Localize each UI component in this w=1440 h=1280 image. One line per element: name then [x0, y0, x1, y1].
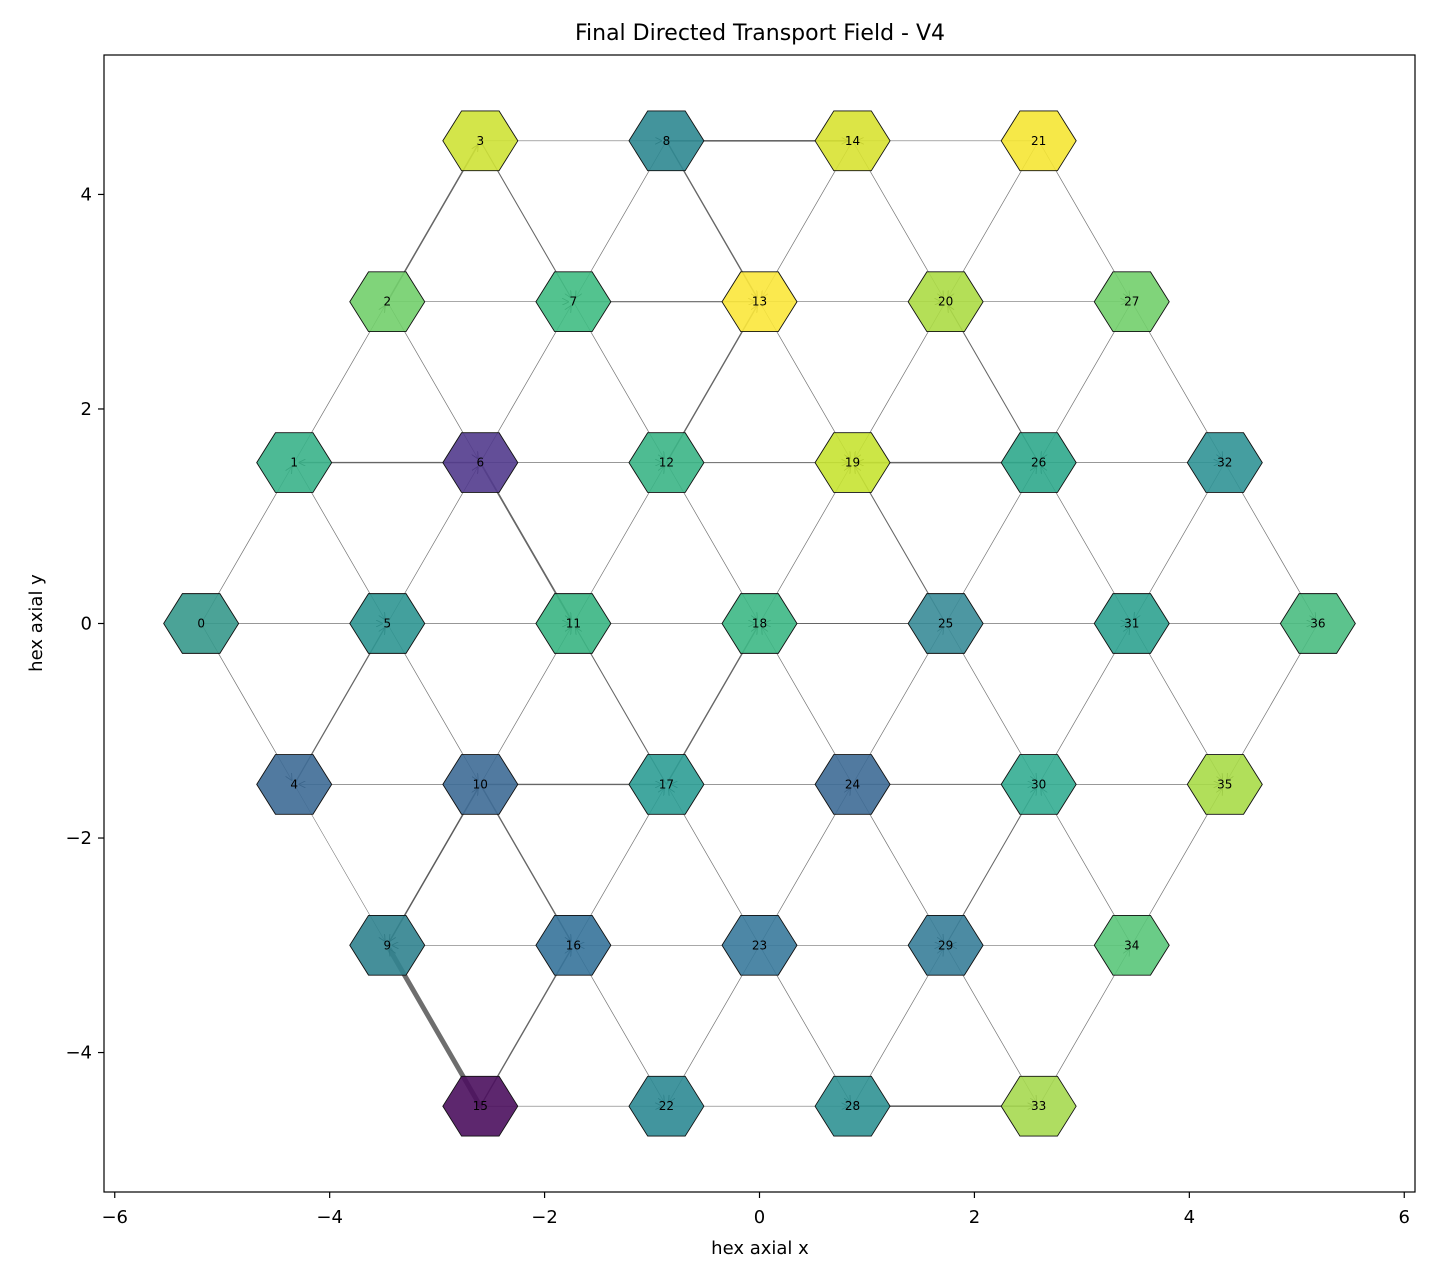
- hex-node-5: [349, 593, 426, 654]
- hex-node-27: [1093, 271, 1170, 333]
- x-tick-label: −2: [531, 1207, 558, 1228]
- node-label-27: 27: [1124, 295, 1139, 309]
- hex-node-1: [256, 432, 333, 493]
- x-tick-label: −4: [316, 1207, 343, 1228]
- node-label-30: 30: [1031, 777, 1046, 791]
- x-axis: −6 −4 −2 0 2 4 6: [101, 1192, 1410, 1228]
- node-label-21: 21: [1031, 134, 1046, 148]
- hex-node-13: [721, 271, 798, 333]
- node-label-3: 3: [477, 134, 485, 148]
- hex-node-35: [1186, 754, 1263, 815]
- hex-node-33: [1000, 1075, 1077, 1137]
- node-label-7: 7: [570, 295, 578, 309]
- x-tick-label: 2: [969, 1207, 980, 1228]
- node-label-22: 22: [659, 1099, 674, 1113]
- node-label-14: 14: [845, 134, 860, 148]
- x-tick-label: 0: [754, 1207, 765, 1228]
- plot-area: 0123456789101112131415161718192021222324…: [163, 110, 1356, 1137]
- node-label-35: 35: [1217, 777, 1232, 791]
- chart-title: Final Directed Transport Field - V4: [575, 21, 945, 46]
- node-label-24: 24: [845, 777, 860, 791]
- y-axis-label: hex axial y: [26, 574, 47, 672]
- hex-node-8: [628, 110, 705, 172]
- nodes-layer: 0123456789101112131415161718192021222324…: [163, 110, 1356, 1137]
- hex-node-10: [442, 754, 519, 815]
- node-label-34: 34: [1124, 938, 1139, 952]
- y-axis: −4 −2 0 2 4: [65, 184, 104, 1064]
- x-tick-label: 4: [1184, 1207, 1195, 1228]
- node-label-5: 5: [383, 617, 391, 631]
- node-label-32: 32: [1217, 456, 1232, 470]
- node-label-19: 19: [845, 456, 860, 470]
- hex-node-25: [907, 593, 984, 654]
- hex-node-21: [1000, 110, 1077, 172]
- hex-node-20: [907, 271, 984, 333]
- x-tick-label: −6: [101, 1207, 128, 1228]
- hex-node-23: [721, 914, 798, 976]
- node-label-12: 12: [659, 456, 674, 470]
- hex-node-26: [1000, 432, 1077, 493]
- hex-node-24: [814, 754, 891, 815]
- hex-node-34: [1093, 914, 1170, 976]
- hex-node-7: [535, 271, 612, 333]
- hex-node-11: [535, 593, 612, 654]
- node-label-25: 25: [938, 617, 953, 631]
- node-label-20: 20: [938, 295, 953, 309]
- node-label-6: 6: [477, 456, 485, 470]
- hex-node-29: [907, 914, 984, 976]
- node-label-29: 29: [938, 938, 953, 952]
- node-label-13: 13: [752, 295, 767, 309]
- hex-node-4: [256, 754, 333, 815]
- node-label-0: 0: [197, 617, 205, 631]
- hex-node-28: [814, 1075, 891, 1137]
- node-label-2: 2: [383, 295, 391, 309]
- hex-node-6: [442, 432, 519, 493]
- node-label-26: 26: [1031, 456, 1046, 470]
- y-tick-label: −4: [65, 1043, 92, 1064]
- y-tick-label: −2: [65, 828, 92, 849]
- y-tick-label: 0: [81, 614, 92, 635]
- hex-node-15: [442, 1075, 519, 1137]
- hex-node-17: [628, 754, 705, 815]
- node-label-28: 28: [845, 1099, 860, 1113]
- node-label-8: 8: [663, 134, 671, 148]
- node-label-9: 9: [383, 938, 391, 952]
- hex-node-3: [442, 110, 519, 172]
- node-label-10: 10: [473, 777, 488, 791]
- hex-node-30: [1000, 754, 1077, 815]
- hex-node-2: [349, 271, 426, 333]
- node-label-15: 15: [473, 1099, 488, 1113]
- node-label-31: 31: [1124, 617, 1139, 631]
- hex-node-16: [535, 914, 612, 976]
- node-label-18: 18: [752, 617, 767, 631]
- hex-node-32: [1186, 432, 1263, 493]
- node-label-1: 1: [290, 456, 298, 470]
- node-label-16: 16: [566, 938, 581, 952]
- node-label-36: 36: [1310, 617, 1325, 631]
- hex-node-31: [1093, 593, 1170, 654]
- hex-node-18: [721, 593, 798, 654]
- node-label-23: 23: [752, 938, 767, 952]
- y-tick-label: 2: [81, 399, 92, 420]
- hex-node-0: [163, 593, 240, 654]
- hex-node-12: [628, 432, 705, 493]
- y-tick-label: 4: [81, 184, 92, 205]
- hex-node-36: [1279, 593, 1356, 654]
- x-tick-label: 6: [1399, 1207, 1410, 1228]
- node-label-17: 17: [659, 777, 674, 791]
- hex-node-22: [628, 1075, 705, 1137]
- node-label-11: 11: [566, 617, 581, 631]
- hex-node-19: [814, 432, 891, 493]
- hex-node-9: [349, 914, 426, 976]
- hex-node-14: [814, 110, 891, 172]
- x-axis-label: hex axial x: [711, 1238, 809, 1259]
- node-label-4: 4: [290, 777, 298, 791]
- node-label-33: 33: [1031, 1099, 1046, 1113]
